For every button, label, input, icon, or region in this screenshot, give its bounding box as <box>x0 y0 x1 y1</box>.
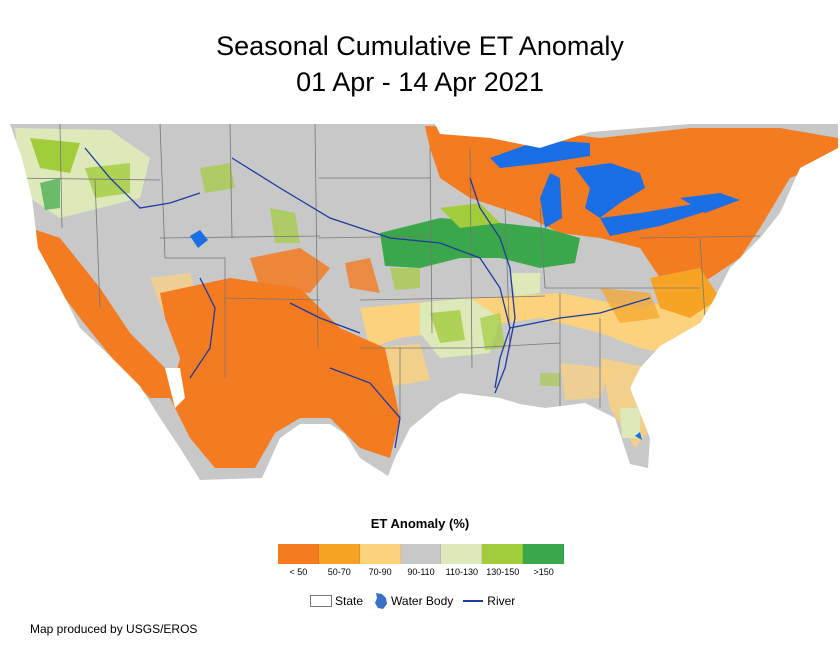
et-anomaly-map <box>10 124 838 480</box>
legend-swatches <box>278 544 565 564</box>
key-state: State <box>310 594 363 608</box>
key-water-label: Water Body <box>391 594 454 608</box>
legend-label: >150 <box>533 567 554 577</box>
legend-label: 130-150 <box>486 567 520 577</box>
legend-label: < 50 <box>289 567 308 577</box>
legend-swatch-70-90 <box>359 544 401 564</box>
map-credit: Map produced by USGS/EROS <box>30 622 198 636</box>
legend-swatch-90-110 <box>400 544 442 564</box>
legend-swatch-130-150 <box>482 544 524 564</box>
key-state-label: State <box>335 594 364 608</box>
map-key: State Water Body River <box>310 592 525 610</box>
legend-title: ET Anomaly (%) <box>370 516 470 531</box>
legend-label: 50-70 <box>327 567 351 577</box>
legend-label: 70-90 <box>368 567 392 577</box>
water-body-icon <box>375 593 388 609</box>
legend-swatch-110-130 <box>441 544 483 564</box>
legend-swatch-lt50 <box>278 544 319 564</box>
legend-label: 110-130 <box>445 567 479 577</box>
legend-swatch-gt150 <box>523 544 565 564</box>
map-title-line2: 01 Apr - 14 Apr 2021 <box>296 67 544 97</box>
legend-label: 90-110 <box>407 567 435 577</box>
key-river-label: River <box>487 594 516 608</box>
key-river: River <box>463 594 515 608</box>
map-title-line1: Seasonal Cumulative ET Anomaly <box>216 31 624 61</box>
river-line-icon <box>463 600 484 602</box>
legend-swatch-50-70 <box>318 544 360 564</box>
state-outline-icon <box>310 595 332 607</box>
key-water: Water Body <box>373 592 453 610</box>
legend-labels: < 50 50-70 70-90 90-110 110-130 130-150 … <box>278 567 564 581</box>
